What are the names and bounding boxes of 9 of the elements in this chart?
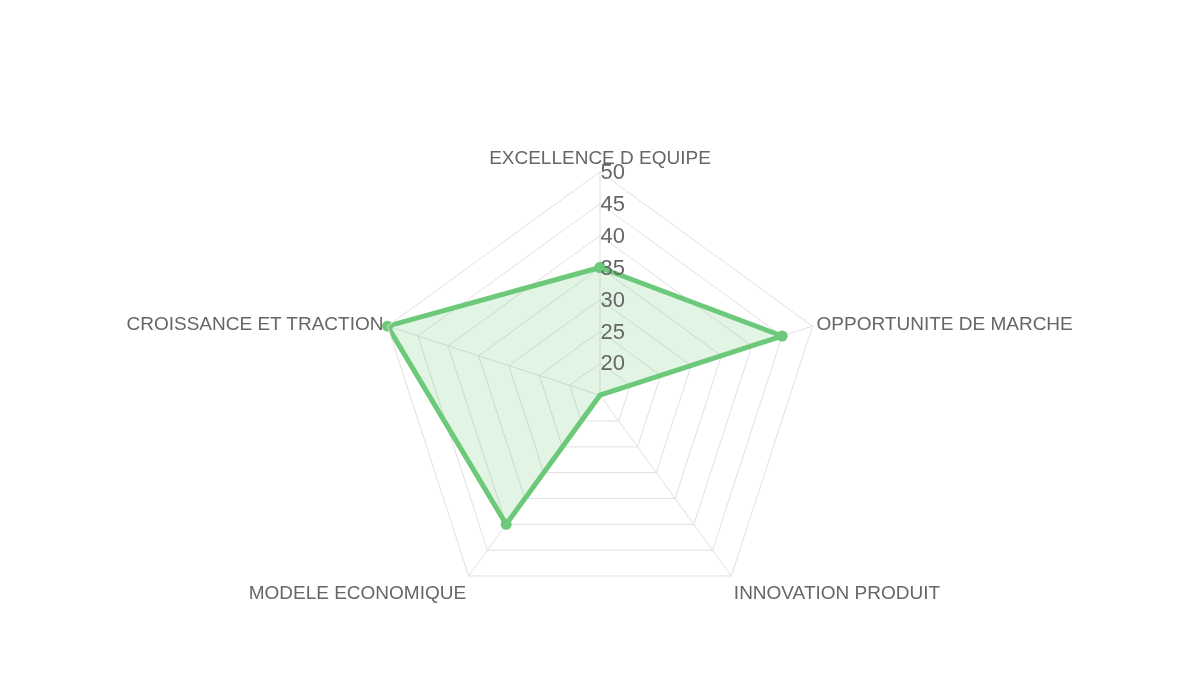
spoke-label: MODELE ECONOMIQUE <box>248 581 467 603</box>
spoke-label: INNOVATION PRODUIT <box>733 581 941 603</box>
y-tick-label: 25 <box>600 318 625 344</box>
y-tick-label: 20 <box>600 350 625 376</box>
spoke-label: OPPORTUNITE DE MARCHE <box>816 312 1073 334</box>
y-tick-label: 30 <box>600 286 625 312</box>
y-tick-label: 40 <box>600 222 625 248</box>
spoke-label: CROISSANCE ET TRACTION <box>126 312 384 334</box>
y-tick-label: 45 <box>600 190 625 216</box>
